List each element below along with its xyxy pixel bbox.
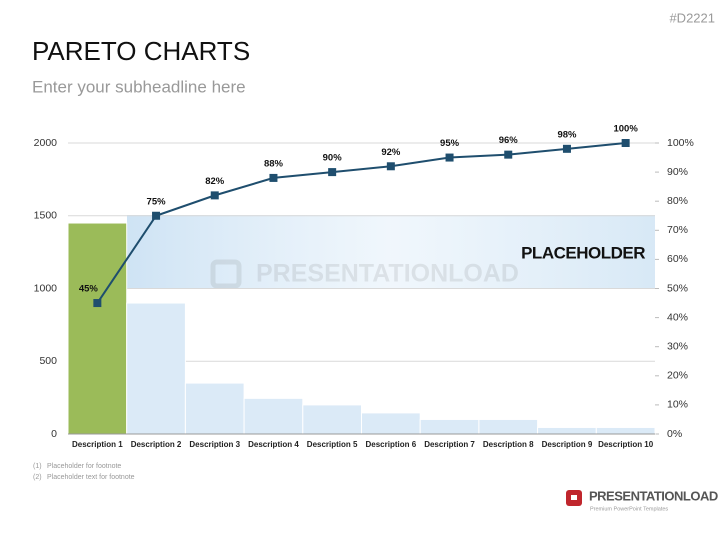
footnote-text: Placeholder text for footnote (47, 474, 135, 481)
x-tick-label: Description 5 (307, 440, 358, 449)
cumulative-line (96, 142, 626, 304)
y2-tick-label: 100% (667, 137, 694, 149)
y2-tick-label: 10% (667, 399, 688, 411)
line-marker (152, 211, 161, 220)
value-label: 100% (613, 124, 638, 135)
line-marker (386, 162, 395, 171)
value-label: 92% (381, 147, 401, 158)
x-tick-label: Description 8 (483, 440, 534, 449)
y-tick-label: 1000 (34, 282, 58, 294)
bar (126, 302, 186, 435)
y-tick-label: 2000 (34, 137, 58, 149)
bar (243, 397, 304, 435)
y2-tick-label: 20% (667, 370, 688, 382)
line-marker (445, 153, 454, 162)
watermark: PRESENTATIONLOAD (210, 259, 519, 289)
logo: PRESENTATIONLOAD Premium PowerPoint Temp… (566, 488, 718, 512)
line-marker (504, 150, 513, 159)
value-label: 88% (264, 158, 284, 169)
watermark-icon (210, 259, 242, 289)
bar (478, 418, 539, 435)
line-marker (562, 144, 571, 153)
footnote-text: Placeholder for footnote (47, 463, 121, 470)
logo-name: PRESENTATIONLOAD (589, 488, 718, 503)
x-tick-label: Description 1 (72, 440, 123, 449)
placeholder-band (127, 215, 655, 288)
y-tick-label: 1500 (34, 210, 58, 222)
slide-code: #D2221 (669, 10, 715, 25)
x-tick-label: Description 7 (424, 440, 475, 449)
value-label: 45% (79, 284, 99, 295)
line-marker (621, 139, 630, 147)
footnote-marker: (1) (33, 463, 42, 470)
value-label: 90% (323, 153, 343, 164)
value-label: 75% (147, 196, 167, 207)
x-tick-label: Description 9 (542, 440, 593, 449)
line-marker (269, 173, 278, 182)
slide-title: PARETO CHARTS (32, 36, 250, 66)
logo-icon-inner (571, 495, 577, 500)
bar (419, 418, 480, 435)
line-marker (328, 168, 337, 177)
bar (67, 222, 128, 435)
value-label: 95% (440, 138, 460, 149)
bar (184, 382, 245, 435)
logo-tagline: Premium PowerPoint Templates (590, 506, 668, 512)
y-tick-label: 0 (51, 428, 57, 440)
value-label: 98% (557, 129, 577, 140)
y2-tick-label: 0% (667, 428, 682, 440)
y-tick-label: 500 (39, 355, 57, 367)
bar (361, 412, 421, 435)
bar (302, 404, 362, 435)
bar (595, 426, 656, 435)
line-marker (210, 191, 219, 200)
chart: 0 500 1000 1500 2000 0% 10% 20% 30% 40% 50% 60% 70% 8… (34, 124, 694, 450)
annotation: PLACEHOLDER (521, 243, 645, 262)
x-tick-label: Description 6 (366, 440, 417, 449)
y2-tick-label: 90% (667, 166, 688, 178)
y2-tick-label: 80% (667, 195, 688, 207)
x-tick-label: Description 10 (598, 440, 654, 449)
y2-tick-label: 70% (667, 224, 688, 236)
watermark-text: PRESENTATIONLOAD (256, 260, 519, 288)
x-tick-label: Description 3 (189, 440, 240, 449)
y2-tick-label: 50% (667, 282, 688, 294)
value-label: 96% (499, 135, 519, 146)
footnote-marker: (2) (33, 474, 42, 481)
bar (537, 426, 597, 435)
x-tick-label: Description 2 (131, 440, 182, 449)
x-tick-label: Description 4 (248, 440, 299, 449)
value-label: 82% (205, 176, 225, 187)
y2-tick-label: 40% (667, 311, 688, 323)
slide-subtitle: Enter your subheadline here (32, 77, 246, 96)
y2-tick-label: 30% (667, 340, 688, 352)
y2-tick-label: 60% (667, 253, 688, 265)
line-marker (93, 299, 102, 308)
